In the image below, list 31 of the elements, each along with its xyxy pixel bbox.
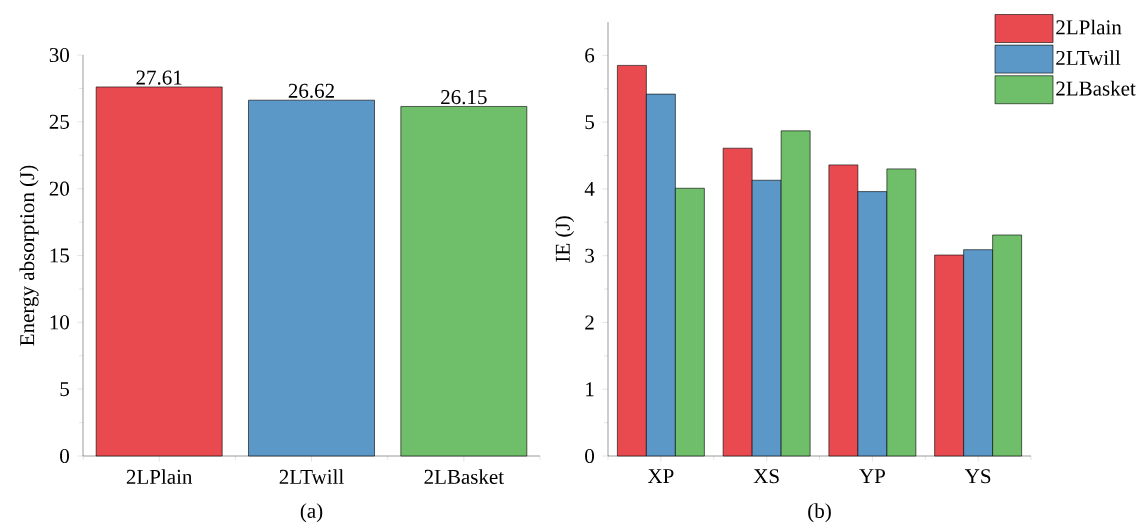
x-tick-label: YS (964, 469, 991, 484)
x-tick-label: 2LTwill (279, 469, 344, 484)
legend-label: 2LTwill (1056, 50, 1121, 66)
text: (a) (300, 503, 323, 523)
y-tick-label: 0 (585, 448, 595, 464)
y-tick-label: 5 (60, 382, 69, 397)
x-tick-label: YP (859, 469, 885, 483)
y-tick-label: 1 (586, 382, 594, 397)
data-label: 26.62 (288, 83, 334, 98)
text: (b) (808, 503, 831, 523)
x-tick-label: 2LBasket (424, 469, 504, 484)
y-tick-label: 3 (585, 248, 594, 263)
data-label: 27.61 (136, 70, 182, 85)
y-tick-label: 6 (585, 48, 595, 63)
y-tick-label: 4 (584, 182, 595, 196)
y-tick-label: 15 (50, 248, 69, 263)
y-tick-label: 5 (585, 115, 594, 130)
y-axis-title: Energy absorption (J) (19, 165, 39, 346)
x-tick-label: 2LPlain (126, 469, 193, 484)
y-tick-label: 30 (49, 47, 69, 63)
data-label: 26.15 (441, 90, 487, 105)
legend-label: 2LPlain (1056, 19, 1122, 35)
y-tick-label: 2 (585, 315, 594, 330)
y-tick-label: 0 (60, 448, 69, 464)
x-tick-label: XP (647, 469, 674, 483)
y-tick-label: 10 (50, 315, 69, 330)
y-tick-label: 20 (49, 181, 69, 196)
x-tick-label: XS (753, 469, 779, 484)
y-tick-label: 25 (49, 114, 69, 129)
y-axis-title: IE (J) (555, 216, 575, 262)
legend-label: 2LBasket (1056, 80, 1136, 96)
